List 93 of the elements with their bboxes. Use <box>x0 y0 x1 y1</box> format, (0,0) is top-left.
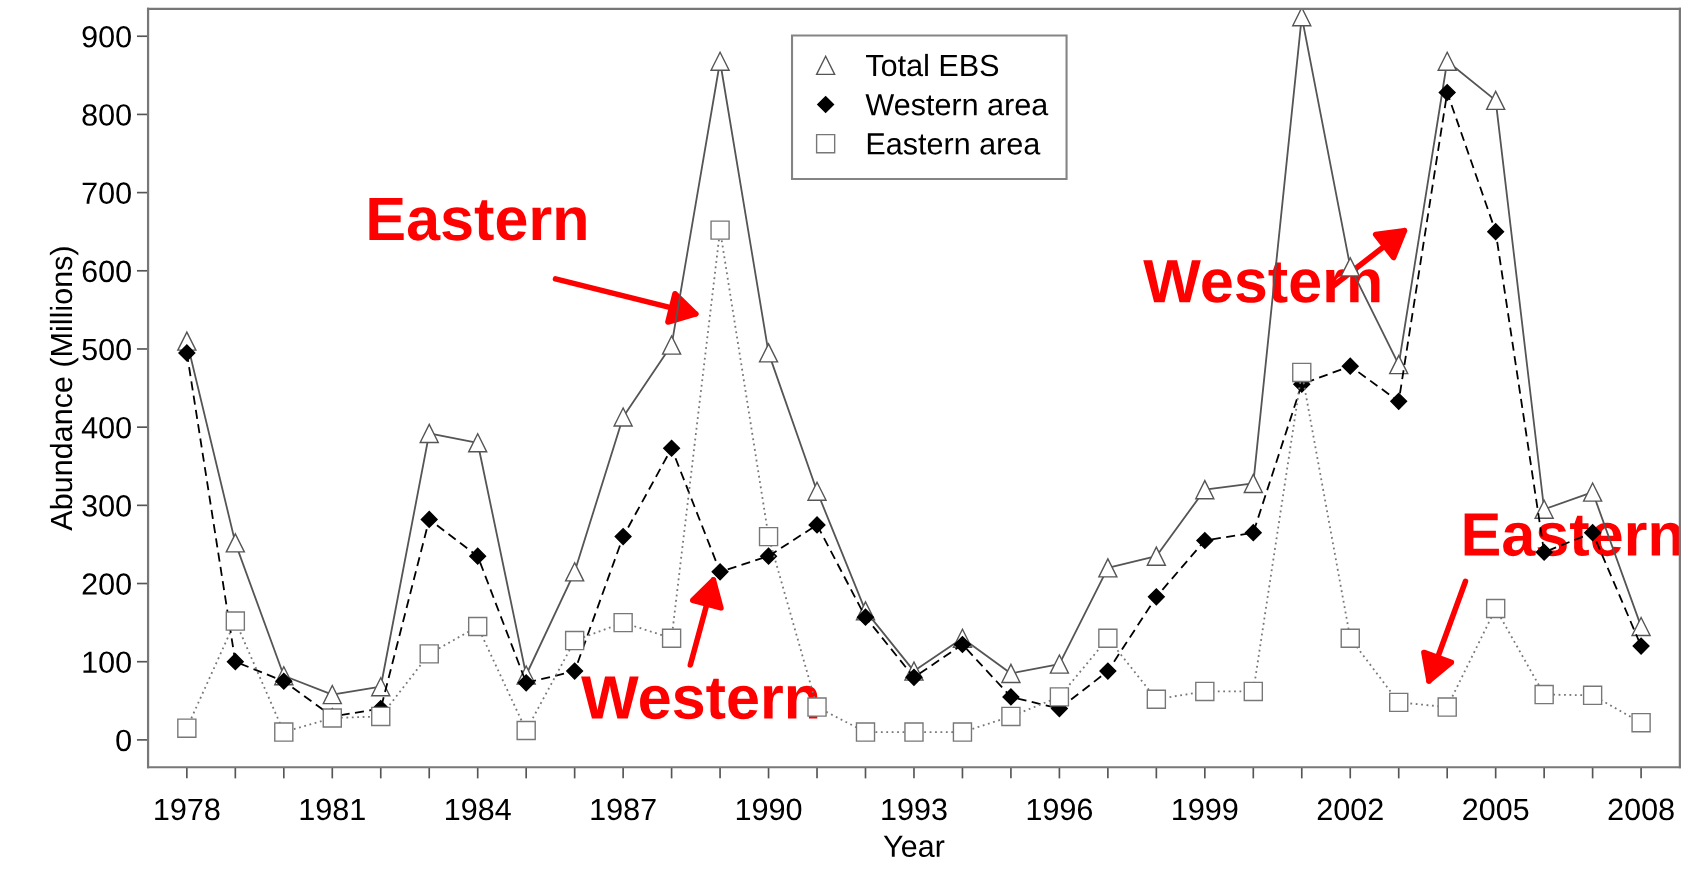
point <box>1534 684 1554 705</box>
point <box>808 516 826 534</box>
point <box>1146 689 1167 709</box>
y-tick-label: 100 <box>83 651 131 674</box>
point <box>1582 482 1603 502</box>
point <box>1243 473 1264 494</box>
x-tick-label: 2008 <box>1608 798 1674 821</box>
y-tick-label: 900 <box>82 25 131 48</box>
point <box>1390 392 1408 410</box>
point <box>1147 588 1165 606</box>
point <box>469 547 487 565</box>
x-tick-label: 2002 <box>1317 798 1383 821</box>
point <box>663 439 681 457</box>
x-tick-label: 1981 <box>300 798 365 821</box>
point <box>225 611 246 631</box>
point <box>1146 546 1167 566</box>
x-tick-label: 1993 <box>882 798 947 821</box>
point <box>758 526 779 547</box>
x-tick-label: 1987 <box>591 798 656 821</box>
point <box>1002 688 1020 706</box>
point <box>1049 654 1070 674</box>
y-axis-title: Abundance (Millions) <box>49 247 79 531</box>
y-tick-label: 300 <box>82 495 131 517</box>
point <box>1195 479 1215 500</box>
point <box>467 616 488 637</box>
point <box>758 343 779 363</box>
point <box>564 562 585 582</box>
point <box>226 653 244 671</box>
point <box>1487 223 1505 241</box>
annotation: Western <box>581 676 818 720</box>
point <box>759 547 778 565</box>
point <box>419 423 439 444</box>
point <box>1582 685 1603 706</box>
point <box>1631 616 1651 637</box>
x-axis-title: Year <box>883 835 945 858</box>
point <box>1292 8 1312 27</box>
legend-label: Western area <box>865 94 1049 116</box>
point <box>516 720 536 741</box>
point <box>1485 90 1506 111</box>
point <box>710 51 730 71</box>
point <box>1485 598 1506 619</box>
y-tick-label: 200 <box>82 573 131 595</box>
point <box>1341 357 1359 375</box>
point <box>1388 692 1409 713</box>
y-tick-label: 0 <box>116 729 131 752</box>
point <box>711 563 729 581</box>
point <box>1292 362 1312 383</box>
y-tick-label: 700 <box>82 182 131 204</box>
legend-label: Eastern area <box>867 133 1041 155</box>
point <box>517 674 535 692</box>
point <box>953 635 972 654</box>
point <box>1099 662 1117 680</box>
point <box>1196 531 1214 550</box>
point <box>1195 681 1215 702</box>
point <box>1438 83 1456 102</box>
point <box>807 481 827 501</box>
point <box>905 668 923 686</box>
legend-label: Total EBS <box>866 53 999 77</box>
x-tick-label: 1996 <box>1027 798 1093 821</box>
point <box>1001 663 1021 684</box>
point <box>420 510 438 528</box>
x-tick-label: 1990 <box>736 798 802 821</box>
point <box>322 684 343 705</box>
point <box>467 433 488 453</box>
y-tick-label: 600 <box>82 260 131 283</box>
x-tick-label: 2005 <box>1463 798 1529 821</box>
point <box>1437 51 1457 71</box>
point <box>661 335 682 355</box>
x-tick-label: 1978 <box>155 798 220 821</box>
point <box>371 706 391 727</box>
point <box>564 630 585 651</box>
point <box>225 533 246 553</box>
annotation: Eastern <box>369 198 586 241</box>
y-tick-label: 400 <box>81 416 131 439</box>
y-tick-label: 500 <box>82 338 131 361</box>
point <box>613 407 633 427</box>
point <box>855 722 876 742</box>
x-tick-label: 1984 <box>446 798 511 821</box>
point <box>1632 637 1650 655</box>
point <box>1244 524 1262 542</box>
point <box>856 608 875 626</box>
x-tick-label: 1999 <box>1173 798 1238 821</box>
point <box>275 672 293 690</box>
point <box>614 528 632 546</box>
point <box>178 344 196 362</box>
point <box>1049 687 1070 707</box>
point <box>1388 354 1409 375</box>
point <box>661 628 682 648</box>
y-tick-label: 800 <box>82 104 131 126</box>
point <box>1243 681 1264 702</box>
point <box>952 722 973 742</box>
point <box>1098 558 1118 578</box>
point <box>1001 706 1021 727</box>
